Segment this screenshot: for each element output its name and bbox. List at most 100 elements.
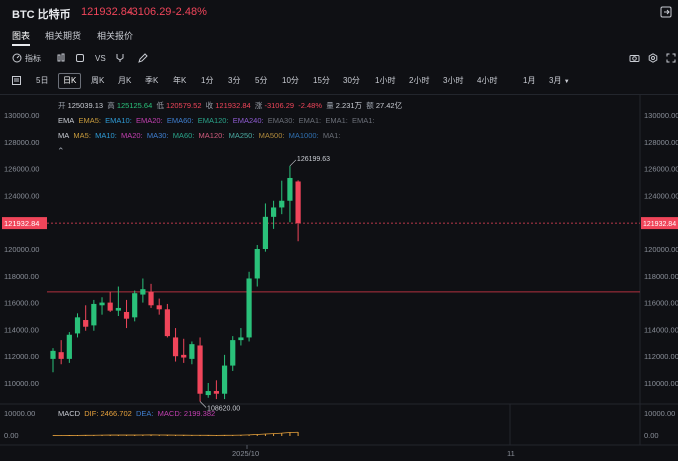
y-tick-label-left: 120000.00 xyxy=(4,245,39,254)
interval-5m[interactable]: 5分 xyxy=(255,76,268,85)
macd-dif-line xyxy=(52,431,299,436)
interval-daily[interactable]: 日K xyxy=(58,73,82,89)
y-tick-label: 112000.00 xyxy=(644,352,678,361)
candle-body xyxy=(83,320,89,327)
ma-item: MA30: xyxy=(146,131,169,140)
interval-weekly[interactable]: 周K xyxy=(91,76,105,85)
open-value: 125039.13 xyxy=(67,101,104,110)
interval-15m[interactable]: 15分 xyxy=(313,76,330,85)
amount-label: 额 xyxy=(366,101,374,110)
top-bar: BTC 比特币 121932.84 -3106.29 -2.48% xyxy=(0,0,678,26)
y-tick-label: 118000.00 xyxy=(644,272,678,281)
interval-30m[interactable]: 30分 xyxy=(343,76,360,85)
ma-item: MA250: xyxy=(228,131,255,140)
min-marker-line xyxy=(199,401,207,408)
interval-1h[interactable]: 1小时 xyxy=(375,76,396,85)
fullscreen-icon[interactable] xyxy=(666,50,676,66)
ohlc-info: 开 125039.13 高 125125.64 低 120579.52 收 12… xyxy=(58,100,402,111)
ema-item: EMA1: xyxy=(325,116,348,125)
y-tick-label-left: 128000.00 xyxy=(4,138,39,147)
candle-body xyxy=(295,181,301,224)
tab-related-futures[interactable]: 相关期货 xyxy=(45,31,82,41)
low-value: 120579.52 xyxy=(166,101,202,110)
y-tick-label-left: 124000.00 xyxy=(4,191,39,200)
candle-body xyxy=(148,291,154,306)
candle-body xyxy=(238,337,244,341)
macd-dea: DEA: xyxy=(135,409,154,418)
open-label: 开 xyxy=(58,101,66,110)
interval-4h[interactable]: 4小时 xyxy=(477,76,498,85)
indicator-label: 指标 xyxy=(25,53,41,63)
ema-legend[interactable]: EMA EMA5: EMA10: EMA20: EMA60: EMA120: E… xyxy=(58,116,375,125)
macd-tick-left: 10000.00 xyxy=(4,409,35,418)
volume-value: 2.231万 xyxy=(335,101,363,110)
active-tab-indicator xyxy=(12,44,30,46)
low-label: 低 xyxy=(156,101,164,110)
candle-body xyxy=(115,307,121,311)
indicator-icon xyxy=(12,53,22,63)
candle-style-icon[interactable] xyxy=(56,50,66,66)
settings-icon[interactable] xyxy=(648,50,658,66)
vs-button[interactable]: VS xyxy=(95,53,106,63)
candle-body xyxy=(164,309,170,337)
macd-dif: DIF: 2466.702 xyxy=(84,409,132,418)
max-marker-line xyxy=(289,159,297,167)
ma-item: MA60: xyxy=(172,131,195,140)
y-tick-label-left: 126000.00 xyxy=(4,165,39,174)
y-tick-label: 124000.00 xyxy=(644,191,678,200)
ema-item: EMA10: xyxy=(105,116,132,125)
collapse-chevron-icon[interactable]: ⌃ xyxy=(57,146,65,156)
candle-body xyxy=(132,293,138,318)
candle-body xyxy=(181,354,187,358)
interval-monthly[interactable]: 月K xyxy=(118,76,132,85)
interval-2h[interactable]: 2小时 xyxy=(409,76,430,85)
interval-menu-icon[interactable] xyxy=(12,74,21,88)
interval-5d[interactable]: 5日 xyxy=(36,76,49,85)
ema-item: EMA5: xyxy=(78,116,101,125)
interval-1m[interactable]: 1分 xyxy=(201,76,214,85)
ema-item: EMA20: xyxy=(135,116,163,125)
volume-label: 量 xyxy=(326,101,334,110)
ma-legend[interactable]: MA MA5: MA10: MA20: MA30: MA60: MA120: M… xyxy=(58,131,340,140)
ema-item: EMA240: xyxy=(232,116,264,125)
ma-item: MA1: xyxy=(322,131,341,140)
x-tick-label: 11 xyxy=(507,449,515,458)
indicator-button[interactable]: 指标 xyxy=(12,50,41,66)
ema-item: EMA1: xyxy=(352,116,375,125)
price-change: -3106.29 xyxy=(128,6,172,18)
ema-item: EMA120: xyxy=(197,116,229,125)
candle-body xyxy=(123,311,130,319)
exit-fullscreen-icon[interactable] xyxy=(660,5,672,18)
camera-icon[interactable] xyxy=(629,50,640,66)
ma-item: MA10: xyxy=(95,131,117,140)
candle-body xyxy=(99,302,105,306)
tab-related-quotes[interactable]: 相关报价 xyxy=(97,31,134,41)
interval-3m[interactable]: 3分 xyxy=(228,76,241,85)
interval-1mo[interactable]: 1月 xyxy=(523,76,536,85)
interval-quarterly[interactable]: 季K xyxy=(145,76,159,85)
interval-3h[interactable]: 3小时 xyxy=(443,76,464,85)
ma-item: MA5: xyxy=(73,131,91,140)
y-tick-label: 126000.00 xyxy=(644,165,678,174)
rect-icon[interactable] xyxy=(75,50,85,66)
candle-body xyxy=(262,216,269,249)
macd-label: MACD xyxy=(58,409,81,418)
interval-10m[interactable]: 10分 xyxy=(282,76,299,85)
interval-yearly[interactable]: 年K xyxy=(173,76,187,85)
candlestick-chart[interactable]: 130000.00128000.00126000.00124000.001220… xyxy=(0,95,678,461)
max-price-label: 126199.63 xyxy=(297,156,330,163)
tab-chart[interactable]: 图表 xyxy=(12,31,31,41)
y-tick-label-left: 130000.00 xyxy=(4,111,39,120)
ma-label: MA xyxy=(58,131,70,140)
last-price-tag-right-text: 121932.84 xyxy=(643,221,676,228)
last-price-tag-right xyxy=(641,217,678,230)
high-label: 高 xyxy=(107,101,115,110)
candle-body xyxy=(221,365,228,394)
candle-body xyxy=(50,350,56,359)
close-label: 收 xyxy=(205,101,214,110)
macd-legend[interactable]: MACD DIF: 2466.702 DEA: MACD: 2199.382 xyxy=(58,409,215,418)
y-tick-label: 130000.00 xyxy=(644,111,678,120)
interval-3mo[interactable]: 3月 ▼ xyxy=(549,74,570,88)
fork-icon[interactable] xyxy=(115,50,125,66)
draw-icon[interactable] xyxy=(138,50,148,66)
